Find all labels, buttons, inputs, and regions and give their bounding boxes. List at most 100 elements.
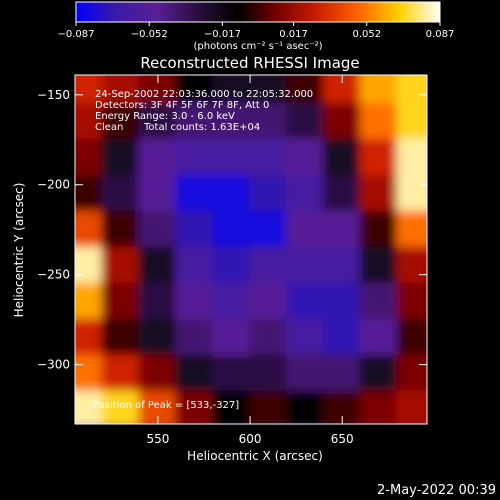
intensity-cell [101, 75, 141, 105]
intensity-cell [75, 174, 104, 213]
x-axis: 550 600 650 [146, 75, 354, 446]
annotation-time-range: 24-Sep-2002 22:03:36.000 to 22:05:32.000 [95, 89, 313, 100]
annotation-method: Clean [95, 122, 123, 133]
intensity-cell [285, 138, 325, 177]
colorbar: −0.087 −0.052 −0.017 0.017 0.052 0.087 (photo… [57, 1, 454, 52]
intensity-cell [138, 210, 178, 249]
annotation-detectors: Detectors: 3F 4F 5F 6F 7F 8F, Att 0 [95, 100, 269, 111]
y-tick-label: −300 [37, 358, 70, 372]
intensity-cell [101, 390, 141, 424]
intensity-cell [396, 210, 427, 249]
intensity-cell [212, 174, 252, 213]
intensity-cell [249, 138, 288, 177]
intensity-cell [249, 246, 288, 285]
intensity-cell [396, 282, 427, 321]
intensity-cell [212, 246, 252, 285]
annotation-peak-position: Position of Peak = [533,-327] [93, 400, 239, 411]
intensity-cell [138, 246, 178, 285]
intensity-cell [285, 390, 325, 424]
intensity-cell [322, 102, 362, 141]
intensity-cell [175, 246, 215, 285]
intensity-cell [138, 318, 178, 357]
intensity-cell [212, 354, 252, 393]
intensity-cell [212, 138, 252, 177]
intensity-cell [359, 282, 399, 321]
intensity-cell [249, 210, 288, 249]
annotation-block: 24-Sep-2002 22:03:36.000 to 22:05:32.000… [93, 89, 313, 411]
x-tick-label: 600 [239, 432, 262, 446]
intensity-cell [249, 282, 288, 321]
intensity-cell [249, 390, 288, 424]
intensity-cell [101, 174, 141, 213]
x-axis-label: Heliocentric X (arcsec) [187, 449, 323, 463]
intensity-cell [75, 210, 104, 249]
intensity-cell [396, 246, 427, 285]
intensity-cell [212, 75, 252, 105]
annotation-energy-range: Energy Range: 3.0 - 6.0 keV [95, 111, 235, 122]
colorbar-tick-label: −0.052 [131, 29, 168, 40]
intensity-cell [359, 102, 399, 141]
colorbar-frame [75, 1, 441, 23]
intensity-cell [175, 318, 215, 357]
intensity-cell [322, 282, 362, 321]
colorbar-tick-label: −0.017 [204, 29, 241, 40]
intensity-cell [285, 75, 325, 105]
colorbar-tick-label: 0.052 [352, 29, 381, 40]
intensity-cell [285, 210, 325, 249]
intensity-cell [285, 282, 325, 321]
intensity-cell [101, 282, 141, 321]
intensity-cell [75, 246, 104, 285]
intensity-cell [396, 174, 427, 213]
intensity-cell [175, 75, 215, 105]
intensity-cell [75, 282, 104, 321]
intensity-cell [75, 102, 104, 141]
timestamp: 2-May-2022 00:39 [377, 483, 496, 498]
intensity-cell [396, 354, 427, 393]
intensity-cell [359, 210, 399, 249]
intensity-cell [359, 75, 399, 105]
intensity-cell [322, 75, 362, 105]
y-axis: −150 −200 −250 −300 [37, 88, 427, 372]
intensity-cell [212, 318, 252, 357]
intensity-cell [75, 318, 104, 357]
intensity-cell [396, 138, 427, 177]
intensity-cell [75, 138, 104, 177]
image-area [75, 75, 427, 424]
intensity-cell [101, 210, 141, 249]
plot-frame [74, 74, 428, 425]
intensity-cell [322, 318, 362, 357]
colorbar-gradient [76, 2, 440, 22]
intensity-cell [285, 174, 325, 213]
chart-title: Reconstructed RHESSI Image [140, 54, 359, 72]
intensity-cell [396, 102, 427, 141]
intensity-cell [138, 102, 178, 141]
intensity-cell [359, 138, 399, 177]
intensity-cell [101, 318, 141, 357]
intensity-cell [249, 174, 288, 213]
intensity-cell [175, 282, 215, 321]
y-tick-label: −200 [37, 178, 70, 192]
intensity-map [75, 75, 427, 424]
intensity-cell [322, 246, 362, 285]
intensity-cell [175, 138, 215, 177]
y-tick-label: −150 [37, 88, 70, 102]
intensity-cell [175, 354, 215, 393]
y-axis-label: Heliocentric Y (arcsec) [12, 183, 26, 318]
intensity-cell [138, 174, 178, 213]
intensity-cell [101, 138, 141, 177]
colorbar-tick-label: −0.087 [57, 29, 94, 40]
intensity-cell [322, 174, 362, 213]
intensity-cell [175, 210, 215, 249]
intensity-cell [322, 138, 362, 177]
intensity-cell [212, 282, 252, 321]
intensity-cell [101, 354, 141, 393]
intensity-cell [249, 354, 288, 393]
intensity-cell [359, 318, 399, 357]
intensity-cell [285, 318, 325, 357]
intensity-cell [212, 390, 252, 424]
intensity-cell [75, 354, 104, 393]
intensity-cell [212, 210, 252, 249]
intensity-cell [75, 75, 104, 105]
intensity-cell [138, 138, 178, 177]
intensity-cell [359, 354, 399, 393]
